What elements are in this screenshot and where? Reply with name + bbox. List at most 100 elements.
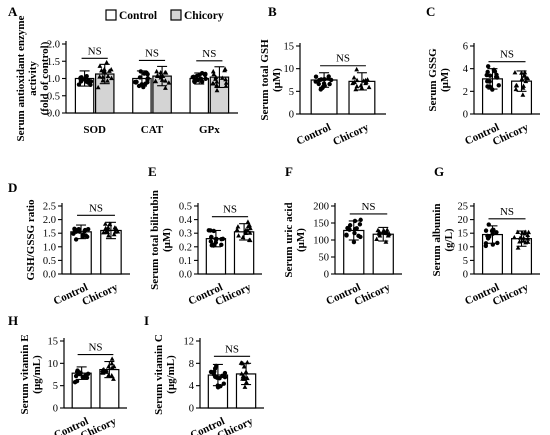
data-point-chicory xyxy=(109,365,115,370)
data-point-chicory xyxy=(522,69,528,75)
data-point-control xyxy=(73,237,79,242)
data-point-chicory xyxy=(241,374,247,379)
y-axis-title: GSH/GSSG ratio xyxy=(25,199,37,280)
y-tick-label: 8 xyxy=(189,359,194,370)
data-point-chicory xyxy=(106,68,112,73)
data-point-chicory xyxy=(239,371,245,376)
data-point-chicory xyxy=(100,367,105,373)
y-tick-label: 4 xyxy=(189,381,195,392)
data-point-chicory xyxy=(513,86,519,92)
significance-label: NS xyxy=(361,201,375,213)
data-point-chicory xyxy=(351,75,357,80)
data-point-chicory xyxy=(354,77,360,83)
data-point-chicory xyxy=(525,236,531,241)
y-tick-label: 0 xyxy=(463,110,468,121)
y-axis-title: Serum uric acid xyxy=(283,202,295,277)
data-point-chicory xyxy=(247,225,253,231)
data-point-chicory xyxy=(520,92,526,97)
data-point-chicory xyxy=(521,238,526,243)
data-point-chicory xyxy=(242,384,248,389)
data-point-control xyxy=(358,217,363,223)
data-point-control xyxy=(483,228,489,233)
y-tick-label: 1.0 xyxy=(43,242,56,253)
data-point-chicory xyxy=(515,229,521,235)
data-point-chicory xyxy=(97,74,103,79)
y-tick-label: 50 xyxy=(319,253,330,264)
data-point-chicory xyxy=(354,66,360,72)
data-point-chicory xyxy=(235,224,241,229)
data-point-chicory xyxy=(104,59,110,65)
significance-label: NS xyxy=(225,343,239,355)
y-tick-label: 20 xyxy=(458,215,469,226)
y-axis-title: Serum total GSH xyxy=(259,39,271,121)
data-point-chicory xyxy=(223,76,229,82)
significance-label: NS xyxy=(202,48,216,60)
data-point-chicory xyxy=(109,356,115,361)
y-tick-label: 2.0 xyxy=(43,215,56,226)
data-point-chicory xyxy=(352,79,357,85)
x-category-label: SOD xyxy=(83,124,106,136)
x-category-label: Control xyxy=(295,121,333,147)
y-tick-label: 0 xyxy=(189,404,194,415)
panel-letter: I xyxy=(144,313,149,328)
data-point-control xyxy=(313,74,319,79)
data-point-chicory xyxy=(163,85,168,90)
data-point-control xyxy=(485,64,491,69)
data-point-control xyxy=(316,81,321,87)
y-tick-label: 0 xyxy=(324,270,329,281)
data-point-control xyxy=(221,381,226,386)
significance-label: NS xyxy=(500,206,514,218)
y-tick-label: 0.3 xyxy=(179,229,192,240)
data-point-chicory xyxy=(213,76,218,81)
data-point-control xyxy=(494,230,499,235)
data-point-chicory xyxy=(519,230,525,235)
data-point-control xyxy=(357,222,363,227)
y-tick-label: 0 xyxy=(463,270,468,281)
y-tick-label: 10 xyxy=(284,64,295,75)
significance-label: NS xyxy=(88,45,102,57)
legend-label-control: Control xyxy=(119,10,157,22)
data-point-control xyxy=(81,232,86,238)
data-point-chicory xyxy=(385,233,391,238)
data-point-control xyxy=(78,75,84,80)
data-point-control xyxy=(84,79,89,84)
data-point-chicory xyxy=(100,74,106,79)
y-tick-label: 1.5 xyxy=(47,57,60,68)
y-axis-title: (μM) xyxy=(295,228,307,252)
data-point-control xyxy=(219,242,224,247)
significance-label: NS xyxy=(88,342,102,354)
y-tick-label: 25 xyxy=(458,202,469,213)
data-point-chicory xyxy=(105,78,110,83)
significance-label: NS xyxy=(145,47,159,59)
panel-letter: G xyxy=(434,164,444,179)
panel-letter: F xyxy=(285,164,293,179)
panel-b: B Serum total GSH (μM) 0 5 10 15 NS ControlChico… xyxy=(259,4,386,148)
data-point-chicory xyxy=(376,229,382,234)
data-point-control xyxy=(144,70,149,75)
data-point-chicory xyxy=(245,228,251,233)
data-point-chicory xyxy=(384,227,390,232)
y-tick-label: 2.0 xyxy=(47,40,60,51)
data-point-chicory xyxy=(511,234,517,240)
data-point-control xyxy=(344,232,349,237)
data-point-control xyxy=(485,84,490,89)
legend-swatch-control xyxy=(105,9,117,21)
y-tick-label: 1.5 xyxy=(43,229,56,240)
y-tick-label: 1.0 xyxy=(47,74,60,85)
y-tick-label: 15 xyxy=(284,42,295,53)
data-point-chicory xyxy=(214,87,220,93)
data-point-chicory xyxy=(219,75,225,80)
panel-letter: B xyxy=(268,4,277,19)
data-point-chicory xyxy=(515,245,521,250)
data-point-chicory xyxy=(521,235,526,240)
data-point-control xyxy=(74,369,80,374)
data-point-control xyxy=(85,371,91,377)
data-point-chicory xyxy=(234,227,240,232)
y-tick-label: 0.5 xyxy=(43,256,56,267)
y-tick-label: 150 xyxy=(313,219,329,230)
data-point-chicory xyxy=(523,75,529,80)
data-point-control xyxy=(220,373,225,379)
data-point-control xyxy=(219,236,224,242)
